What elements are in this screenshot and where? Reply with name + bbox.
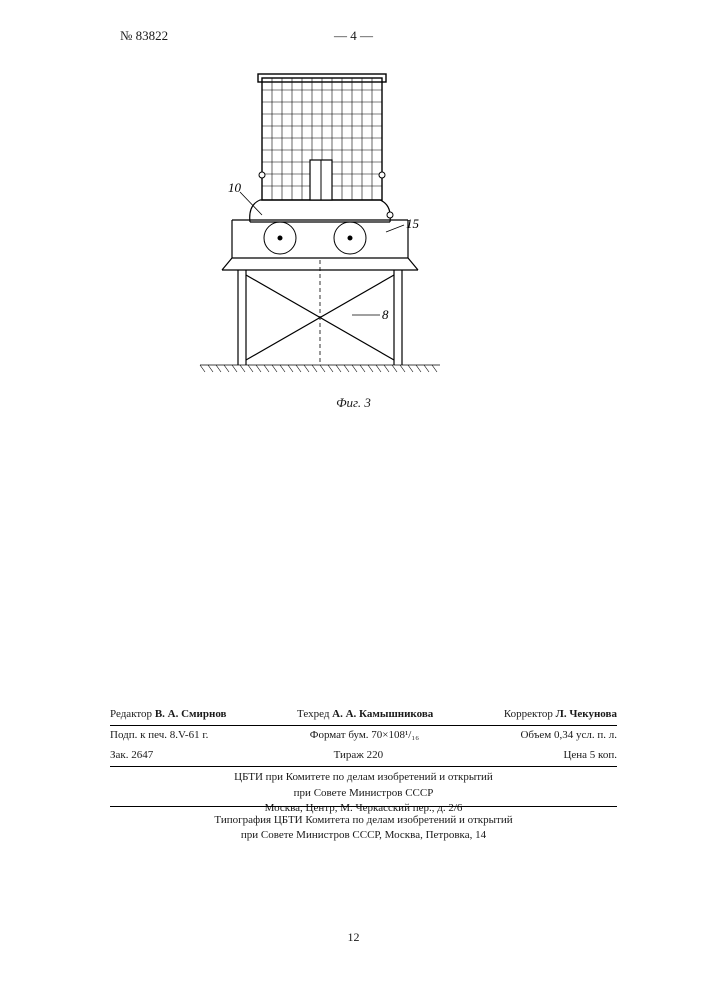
imprint-block: Редактор В. А. Смирнов Техред А. А. Камы…: [110, 705, 617, 819]
org-line-1: ЦБТИ при Комитете по делам изобретений и…: [110, 770, 617, 785]
volume: Объем 0,34 усл. п. л.: [520, 728, 617, 743]
price: Цена 5 коп.: [563, 748, 617, 763]
typography-line-2: при Совете Министров СССР, Москва, Петро…: [110, 828, 617, 843]
org-line-2: при Совете Министров СССР: [110, 786, 617, 801]
figure-label-8: 8: [382, 307, 389, 322]
signed-date: Подп. к печ. 8.V-61 г.: [110, 728, 208, 743]
page-top-indicator: — 4 —: [334, 28, 373, 44]
tech-credit: Техред А. А. Камышникова: [297, 707, 433, 722]
figure-label-15: 15: [406, 216, 420, 231]
page-number: 12: [348, 930, 360, 945]
figure-label-10: 10: [228, 180, 242, 195]
paper-format: Формат бум. 70×108¹/₁₆: [310, 728, 419, 743]
print-run: Тираж 220: [334, 748, 384, 763]
doc-number: № 83822: [120, 28, 168, 44]
typography-block: Типография ЦБТИ Комитета по делам изобре…: [110, 806, 617, 844]
figure-caption: Фиг. 3: [336, 395, 371, 411]
editor-credit: Редактор В. А. Смирнов: [110, 707, 227, 722]
figure-diagram: 10 15 8: [180, 60, 460, 380]
order-number: Зак. 2647: [110, 748, 153, 763]
corrector-credit: Корректор Л. Чекунова: [504, 707, 617, 722]
typography-line-1: Типография ЦБТИ Комитета по делам изобре…: [110, 813, 617, 828]
